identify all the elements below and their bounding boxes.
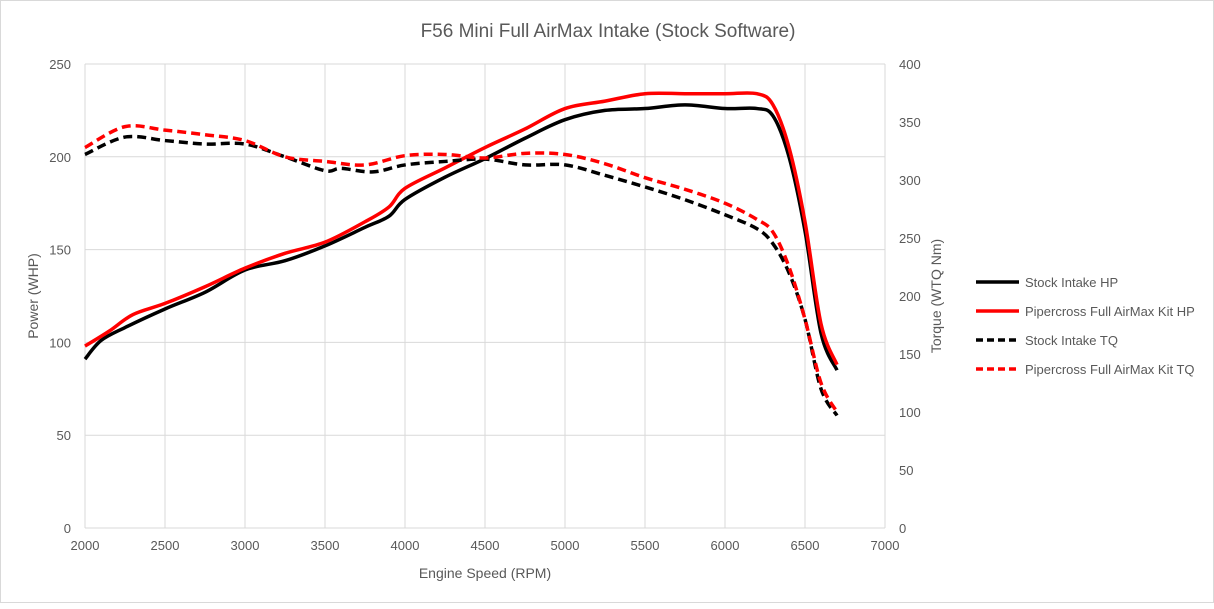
- x-tick-label: 3500: [311, 538, 340, 553]
- legend-label: Pipercross Full AirMax Kit TQ: [1025, 362, 1195, 377]
- x-tick-label: 2500: [151, 538, 180, 553]
- x-tick-label: 5000: [551, 538, 580, 553]
- series-line-pipercross-full-airmax-kit-hp: [84, 91, 839, 366]
- legend-label: Stock Intake TQ: [1025, 333, 1118, 348]
- y2-tick-label: 0: [899, 521, 906, 536]
- x-tick-label: 4500: [471, 538, 500, 553]
- x-tick-label: 6000: [711, 538, 740, 553]
- y2-tick-label: 300: [899, 173, 921, 188]
- series-line-pipercross-full-airmax-kit-tq: [84, 124, 839, 413]
- legend-label: Stock Intake HP: [1025, 275, 1118, 290]
- legend-label: Pipercross Full AirMax Kit HP: [1025, 304, 1195, 319]
- y-tick-label: 50: [57, 428, 71, 443]
- y-tick-label: 0: [64, 521, 71, 536]
- x-tick-label: 4000: [391, 538, 420, 553]
- x-tick-label: 7000: [871, 538, 900, 553]
- y2-axis-label: Torque (WTQ Nm): [928, 239, 944, 353]
- x-tick-label: 3000: [231, 538, 260, 553]
- y-axis-label: Power (WHP): [25, 253, 41, 339]
- y-tick-label: 200: [49, 150, 71, 165]
- y2-tick-label: 50: [899, 463, 913, 478]
- series-line-stock-intake-hp: [83, 103, 839, 372]
- x-axis-label: Engine Speed (RPM): [419, 565, 551, 581]
- y2-tick-label: 150: [899, 347, 921, 362]
- x-tick-label: 6500: [791, 538, 820, 553]
- series-line-stock-intake-tq: [84, 134, 839, 417]
- y2-tick-label: 400: [899, 57, 921, 72]
- y-tick-label: 250: [49, 57, 71, 72]
- chart-title: F56 Mini Full AirMax Intake (Stock Softw…: [421, 21, 796, 42]
- x-tick-label: 2000: [71, 538, 100, 553]
- y2-tick-label: 250: [899, 231, 921, 246]
- y-tick-label: 100: [49, 335, 71, 350]
- y2-tick-label: 100: [899, 405, 921, 420]
- y2-tick-label: 200: [899, 289, 921, 304]
- y2-tick-label: 350: [899, 115, 921, 130]
- x-tick-label: 5500: [631, 538, 660, 553]
- y-tick-label: 150: [49, 243, 71, 258]
